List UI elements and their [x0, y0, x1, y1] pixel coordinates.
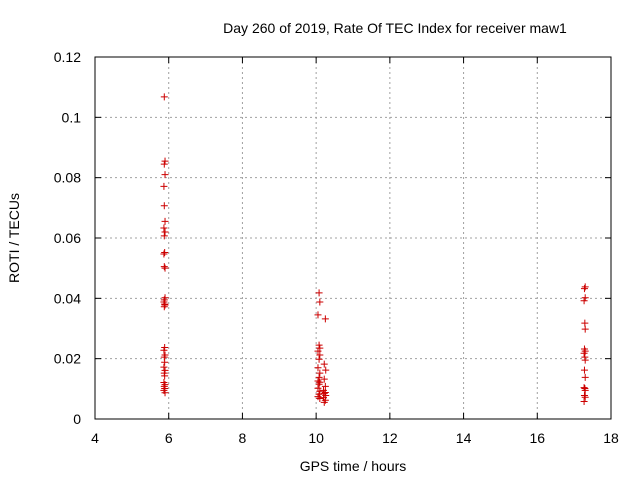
- data-point: [160, 363, 168, 371]
- x-tick-label: 16: [529, 430, 545, 446]
- data-points: [160, 93, 589, 406]
- x-tick-label: 6: [165, 430, 173, 446]
- data-point: [581, 393, 589, 401]
- data-point: [161, 171, 169, 179]
- y-tick-label: 0.04: [54, 290, 81, 306]
- data-point: [161, 264, 169, 272]
- data-point: [160, 232, 168, 240]
- data-point: [580, 297, 588, 305]
- tick-labels: 4 6 8 10 12 14 16 18 0 0.02 0.04 0.06 0.08 0.1 0.12: [54, 49, 619, 446]
- data-point: [315, 341, 323, 349]
- y-tick-label: 0.12: [54, 49, 81, 65]
- data-point: [321, 382, 329, 390]
- data-point: [160, 303, 168, 311]
- data-point: [316, 298, 324, 306]
- data-point: [581, 319, 589, 327]
- data-point: [161, 358, 169, 366]
- data-point: [161, 301, 169, 309]
- y-tick-label: 0.1: [62, 109, 82, 125]
- data-point: [315, 380, 323, 388]
- data-point: [160, 93, 168, 101]
- x-tick-label: 12: [382, 430, 398, 446]
- data-point: [314, 347, 322, 355]
- data-point: [580, 391, 588, 399]
- x-axis-title: GPS time / hours: [300, 458, 407, 474]
- data-point: [580, 398, 588, 406]
- x-tick-label: 10: [308, 430, 324, 446]
- data-point: [161, 389, 169, 397]
- data-point: [314, 364, 322, 372]
- data-point: [580, 366, 588, 374]
- data-point: [321, 315, 329, 323]
- data-point: [160, 182, 168, 190]
- data-point: [160, 202, 168, 210]
- data-point: [160, 250, 168, 258]
- data-point: [581, 294, 589, 302]
- x-tick-label: 8: [239, 430, 247, 446]
- data-point: [160, 224, 168, 232]
- data-point: [160, 263, 168, 271]
- data-point: [320, 375, 328, 383]
- data-point: [581, 356, 589, 364]
- y-tick-label: 0.06: [54, 230, 81, 246]
- data-point: [322, 366, 330, 374]
- data-point: [581, 386, 589, 394]
- data-point: [581, 325, 589, 333]
- data-point: [161, 217, 169, 225]
- y-tick-label: 0.02: [54, 351, 81, 367]
- data-point: [161, 228, 169, 236]
- data-point: [320, 360, 328, 368]
- data-point: [161, 372, 169, 380]
- data-point: [316, 394, 324, 402]
- data-point: [581, 373, 589, 381]
- data-point: [315, 355, 323, 363]
- data-point: [316, 351, 324, 359]
- y-tick-label: 0: [73, 411, 81, 427]
- data-point: [581, 283, 589, 291]
- x-tick-label: 18: [603, 430, 619, 446]
- data-point: [314, 311, 322, 319]
- data-point: [316, 369, 324, 377]
- chart-title: Day 260 of 2019, Rate Of TEC Index for r…: [223, 20, 567, 36]
- data-point: [580, 285, 588, 293]
- y-axis-title: ROTI / TECUs: [6, 193, 22, 283]
- data-point: [320, 398, 328, 406]
- axis-ticks: [94, 56, 612, 420]
- grid: [95, 57, 611, 419]
- data-point: [161, 157, 169, 165]
- data-point: [315, 289, 323, 297]
- data-point: [160, 346, 168, 354]
- data-point: [161, 248, 169, 256]
- data-point: [160, 160, 168, 168]
- data-point: [580, 349, 588, 357]
- data-point: [316, 387, 324, 395]
- y-tick-label: 0.08: [54, 170, 81, 186]
- data-point: [315, 373, 323, 381]
- x-tick-label: 14: [456, 430, 472, 446]
- x-tick-label: 4: [91, 430, 99, 446]
